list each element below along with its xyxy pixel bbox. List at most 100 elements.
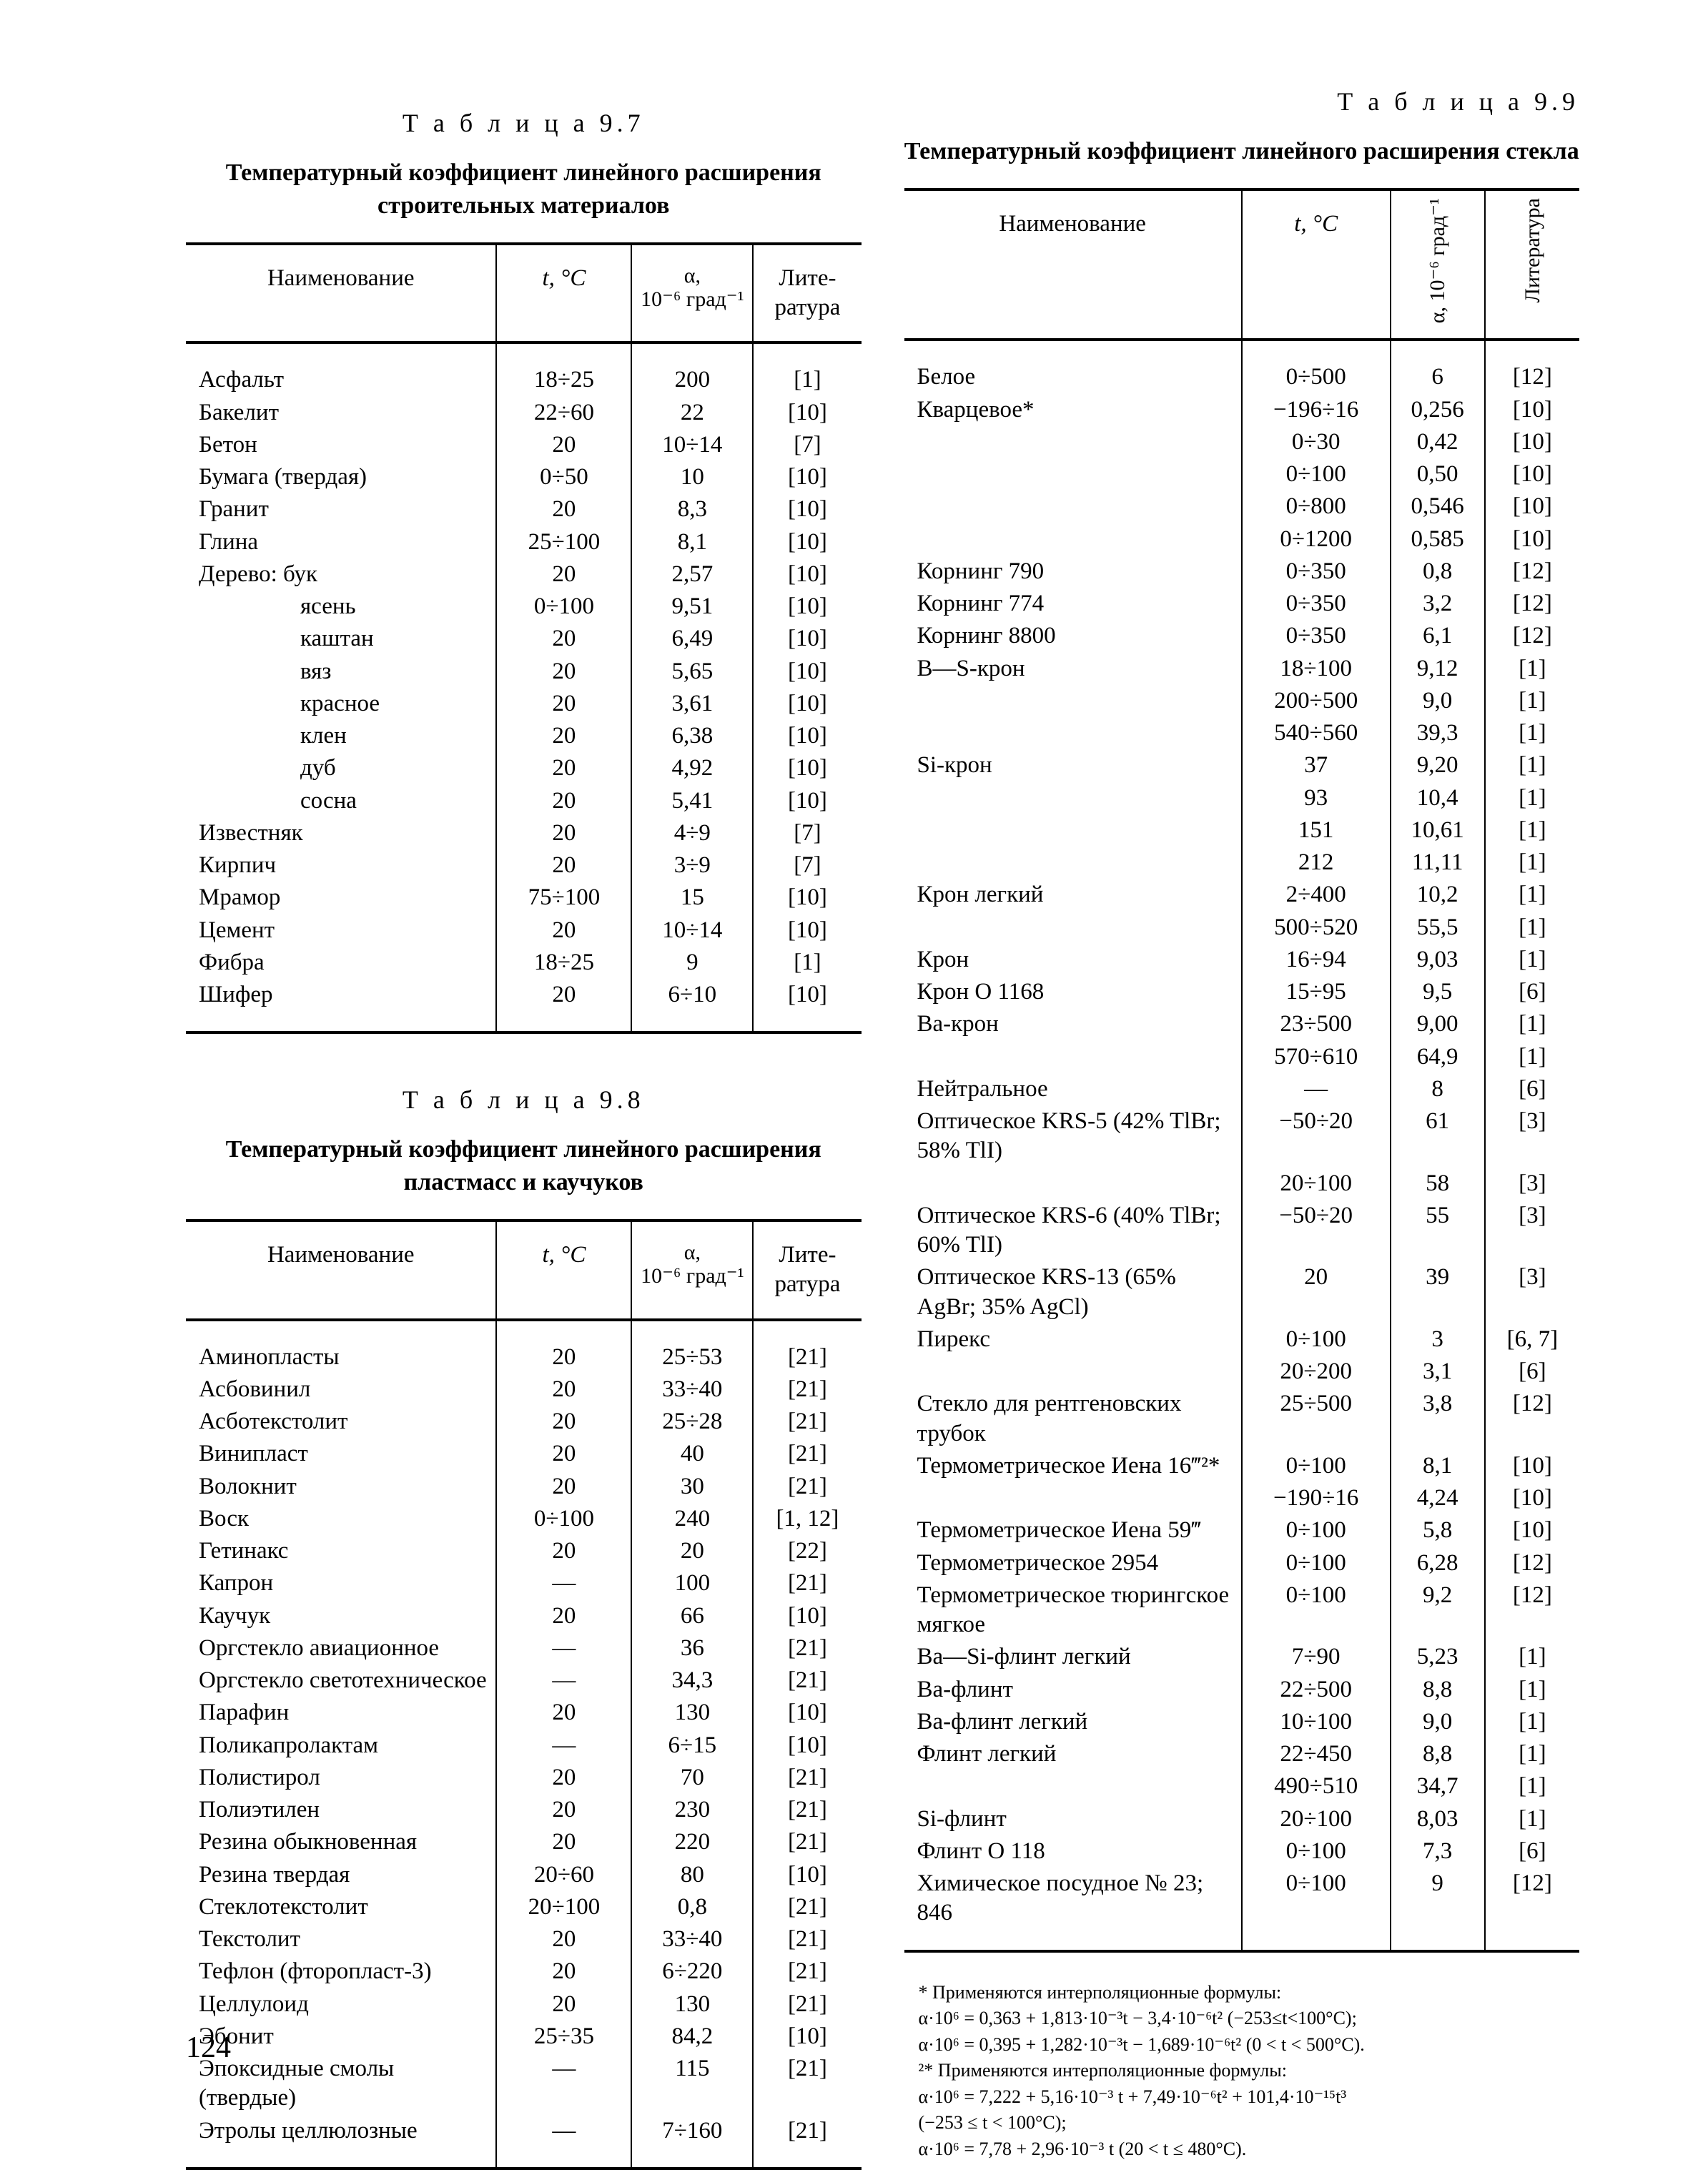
cell-temp: 20: [496, 1988, 631, 2021]
table-row: Гетинакс2020[22]: [186, 1535, 862, 1567]
table-row: 9310,4[1]: [904, 782, 1580, 814]
cell-ref: [1, 12]: [753, 1503, 861, 1535]
cell-ref: [6, 7]: [1485, 1323, 1579, 1356]
cell-name: [904, 1356, 1242, 1388]
cell-ref: [10]: [753, 623, 861, 655]
cell-temp: 0÷350: [1242, 556, 1391, 588]
cell-name: [904, 1482, 1242, 1514]
table-row: Полистирол2070[21]: [186, 1762, 862, 1794]
table-row: Нейтральное—8[6]: [904, 1073, 1580, 1105]
cell-alpha: 2,57: [631, 558, 753, 591]
cell-name: Оптическое KRS-5 (42% TlBr; 58% TlI): [904, 1105, 1242, 1168]
table-row: Цемент2010÷14[10]: [186, 914, 862, 947]
cell-temp: 0÷100: [1242, 1835, 1391, 1868]
cell-temp: 20: [496, 979, 631, 1011]
cell-name: Бетон: [186, 429, 496, 461]
cell-alpha: 70: [631, 1762, 753, 1794]
cell-ref: [22]: [753, 1535, 861, 1567]
cell-name: Резина твердая: [186, 1859, 496, 1891]
cell-name: клен: [186, 720, 496, 752]
table-row: дуб204,92[10]: [186, 752, 862, 784]
cell-temp: 18÷100: [1242, 653, 1391, 685]
cell-name: Крон O 1168: [904, 976, 1242, 1008]
cell-ref: [10]: [753, 1859, 861, 1891]
cell-ref: [1]: [1485, 879, 1579, 911]
cell-temp: 20: [496, 623, 631, 655]
cell-ref: [10]: [1485, 1514, 1579, 1547]
cell-alpha: 39: [1391, 1261, 1485, 1323]
cell-alpha: 6÷220: [631, 1956, 753, 1988]
cell-name: Стеклотекстолит: [186, 1891, 496, 1923]
table-9-9-caption: Температурный коэффициент линейного расш…: [904, 135, 1580, 168]
cell-name: Корнинг 774: [904, 588, 1242, 620]
cell-temp: —: [496, 1632, 631, 1665]
cell-ref: [21]: [753, 1762, 861, 1794]
cell-ref: [1]: [1485, 782, 1579, 814]
col-temp-text: t, °C: [1294, 211, 1338, 237]
cell-ref: [10]: [1485, 1450, 1579, 1482]
cell-ref: [1]: [753, 364, 861, 396]
table-row: Крон легкий2÷40010,2[1]: [904, 879, 1580, 911]
cell-temp: 20: [496, 1794, 631, 1826]
table-row: −190÷164,24[10]: [904, 1482, 1580, 1514]
cell-ref: [10]: [753, 461, 861, 493]
cell-temp: —: [496, 2115, 631, 2147]
cell-temp: 0÷500: [1242, 361, 1391, 393]
table-row: Дерево: бук202,57[10]: [186, 558, 862, 591]
cell-temp: 570÷610: [1242, 1041, 1391, 1073]
cell-ref: [1]: [1485, 1641, 1579, 1673]
cell-ref: [10]: [753, 979, 861, 1011]
cell-name: Ba-флинт: [904, 1674, 1242, 1706]
table-row: Поликапролактам—6÷15[10]: [186, 1730, 862, 1762]
cell-name: [904, 685, 1242, 717]
cell-temp: 25÷100: [496, 526, 631, 558]
cell-name: Ba-крон: [904, 1008, 1242, 1040]
cell-temp: 20: [496, 688, 631, 720]
cell-alpha: 10: [631, 461, 753, 493]
table-row: Термометрическое Иена 16‴²*0÷1008,1[10]: [904, 1450, 1580, 1482]
cell-temp: 0÷100: [1242, 1579, 1391, 1642]
cell-ref: [3]: [1485, 1261, 1579, 1323]
cell-ref: [1]: [1485, 717, 1579, 749]
cell-alpha: 9,51: [631, 591, 753, 623]
cell-ref: [21]: [753, 1794, 861, 1826]
cell-ref: [7]: [753, 817, 861, 849]
cell-ref: [21]: [753, 1406, 861, 1438]
cell-alpha: 130: [631, 1988, 753, 2021]
cell-alpha: 6÷10: [631, 979, 753, 1011]
col-temp: t, °C: [496, 1220, 631, 1320]
cell-ref: [3]: [1485, 1168, 1579, 1200]
cell-name: Оргстекло светотехническое: [186, 1665, 496, 1697]
cell-temp: 20: [496, 914, 631, 947]
table-row: 0÷1000,50[10]: [904, 458, 1580, 490]
cell-ref: [21]: [753, 1665, 861, 1697]
cell-alpha: 61: [1391, 1105, 1485, 1168]
cell-alpha: 4÷9: [631, 817, 753, 849]
cell-name: Гетинакс: [186, 1535, 496, 1567]
cell-name: [904, 1770, 1242, 1802]
cell-temp: —: [496, 1730, 631, 1762]
cell-temp: 0÷100: [1242, 1450, 1391, 1482]
cell-name: Кирпич: [186, 849, 496, 882]
cell-alpha: 6,28: [1391, 1547, 1485, 1579]
table-row: Тефлон (фторопласт-3)206÷220[21]: [186, 1956, 862, 1988]
table-9-9-footnotes: * Применяются интерполяционные формулы:α…: [904, 1981, 1580, 2161]
cell-alpha: 8,8: [1391, 1674, 1485, 1706]
cell-alpha: 220: [631, 1826, 753, 1858]
cell-name: Каучук: [186, 1600, 496, 1632]
cell-temp: 20÷200: [1242, 1356, 1391, 1388]
cell-ref: [1]: [1485, 1706, 1579, 1738]
cell-alpha: 4,92: [631, 752, 753, 784]
cell-temp: 20: [496, 429, 631, 461]
table-row: 500÷52055,5[1]: [904, 912, 1580, 944]
cell-alpha: 5,8: [1391, 1514, 1485, 1547]
cell-alpha: 0,585: [1391, 523, 1485, 556]
cell-ref: [10]: [1485, 458, 1579, 490]
cell-alpha: 8: [1391, 1073, 1485, 1105]
cell-temp: 212: [1242, 847, 1391, 879]
cell-temp: 0÷100: [496, 1503, 631, 1535]
cell-name: Si-флинт: [904, 1803, 1242, 1835]
cell-temp: 25÷500: [1242, 1388, 1391, 1450]
page: Т а б л и ц а 9.7 Температурный коэффици…: [0, 0, 1708, 2145]
cell-alpha: 10,61: [1391, 814, 1485, 847]
